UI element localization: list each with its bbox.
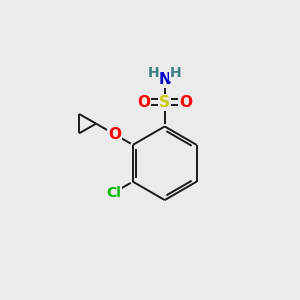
Text: H: H [148,66,159,80]
Text: O: O [179,95,192,110]
Text: N: N [158,72,171,87]
Text: O: O [138,95,151,110]
Text: O: O [108,127,121,142]
Text: S: S [159,95,170,110]
Text: H: H [170,66,182,80]
Text: Cl: Cl [106,186,121,200]
